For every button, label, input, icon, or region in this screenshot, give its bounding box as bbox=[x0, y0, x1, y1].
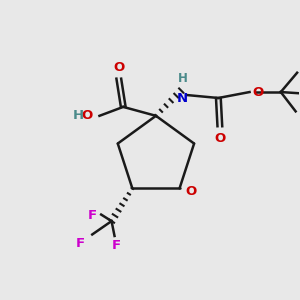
Text: N: N bbox=[177, 92, 188, 105]
Text: H: H bbox=[178, 72, 188, 85]
Text: O: O bbox=[252, 85, 263, 98]
Text: F: F bbox=[111, 239, 121, 252]
Text: O: O bbox=[185, 185, 196, 198]
Text: O: O bbox=[82, 109, 93, 122]
Text: F: F bbox=[88, 209, 97, 222]
Text: O: O bbox=[113, 61, 124, 74]
Text: H: H bbox=[72, 109, 83, 122]
Text: O: O bbox=[214, 132, 226, 145]
Text: F: F bbox=[76, 237, 85, 250]
